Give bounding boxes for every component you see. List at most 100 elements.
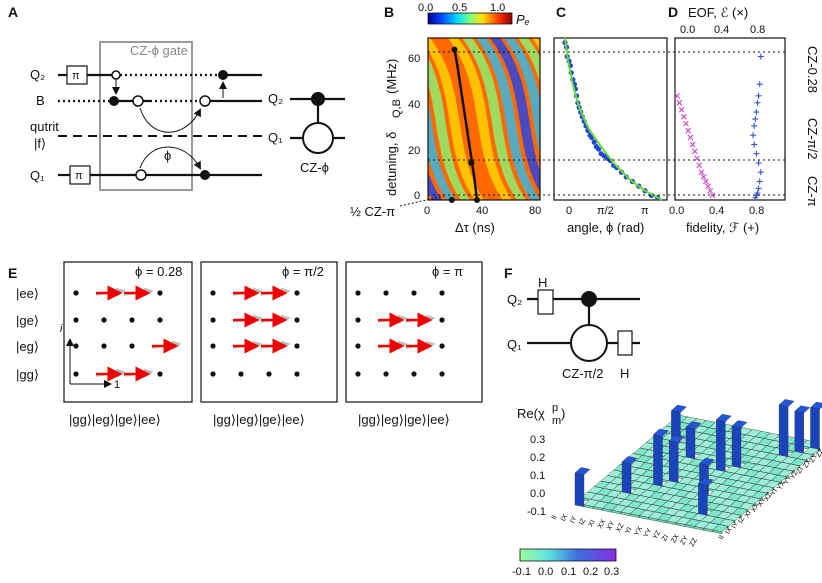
f-cbtick-0: -0.1 [512, 566, 531, 578]
b-marker-0 [451, 46, 458, 53]
f-basis-bottom-12: ZI [661, 534, 670, 543]
cb-tick-0: 0.0 [418, 2, 433, 14]
b-annotation: ½ CZ-π [350, 204, 395, 219]
d-eof-x [689, 141, 696, 148]
e-dot [73, 290, 79, 296]
e-col-0: |gg⟩|eg⟩|ge⟩|ee⟩ [69, 412, 161, 427]
c-point [591, 139, 597, 145]
cz-symbol-label: CZ-ϕ [300, 160, 329, 175]
f-basis-right-5: XX [750, 502, 761, 514]
cz-gate-title: CZ-ϕ gate [130, 43, 188, 58]
panel-letter-b: B [384, 4, 394, 20]
f-h-gate-bottom [617, 330, 633, 356]
f-basis-bottom-2: IY [569, 515, 579, 525]
f-q1: Q₁ [507, 337, 522, 352]
f-basis-bottom-14: ZY [679, 535, 690, 547]
e-row-1: |ge⟩ [16, 313, 39, 328]
d-fidelity-plus [754, 99, 761, 106]
f-basis-bottom-13: ZX [670, 533, 681, 545]
e-dot [157, 317, 163, 323]
d-eof-x [676, 99, 683, 106]
e-dot [101, 343, 107, 349]
d-eof-x [683, 120, 689, 127]
label-q2: Q₂ [30, 67, 45, 82]
label-q1: Q₁ [30, 168, 45, 183]
e-dot [439, 371, 445, 377]
colorbar-b [427, 12, 513, 25]
e-dot [439, 290, 445, 296]
f-basis-right-0: II [718, 534, 726, 541]
f-basis-right-11: YZ [789, 469, 800, 481]
d-fidelity-plus [752, 194, 759, 201]
f-zlabel-sub: m [552, 415, 561, 427]
d-fidelity-plus [750, 132, 757, 139]
e-axis-i: i [60, 323, 63, 335]
f-cbtick-3: 0.2 [583, 566, 598, 578]
f-basis-bottom-8: YI [624, 526, 633, 535]
f-basis-right-3: IZ [737, 515, 747, 525]
f-basis-bottom-11: YZ [652, 529, 663, 541]
panel-letter-e: E [8, 265, 17, 281]
b-ylabel-sub: Q,B [391, 99, 403, 118]
f-basis-right-10: YY [783, 474, 794, 486]
d-eof-x [702, 178, 709, 185]
f-basis-bottom-6: XY [606, 520, 617, 532]
d-eof-x [698, 169, 705, 176]
f-ztick-1: 0.2 [530, 452, 545, 464]
d-eof-x [705, 183, 711, 190]
d-xtick-0: 0.0 [669, 205, 684, 217]
f-ztick-2: 0.1 [530, 470, 545, 482]
pi-label-q2: π [72, 70, 80, 82]
f-control-dot [581, 291, 597, 307]
e-dot [73, 371, 79, 377]
label-b: B [36, 93, 45, 108]
panel-f: F H Q₂ Q₁ CZ-π/2 H Re(χ p m ) 0.3 0.2 0.… [504, 265, 822, 578]
e-dot [294, 317, 300, 323]
d-fidelity-plus [755, 159, 762, 166]
e-dot [129, 317, 135, 323]
d-fidelity-plus [752, 116, 759, 122]
svg-text:): ) [561, 406, 565, 421]
e-axis-1: 1 [114, 379, 120, 391]
e-dot [73, 343, 79, 349]
d-xlabel: fidelity, ℱ (+) [686, 220, 759, 235]
f-h-top: H [538, 275, 547, 290]
b-marker-1 [468, 159, 475, 166]
d-toptick-1: 0.4 [714, 24, 729, 36]
label-f-state: |f⟩ [34, 136, 46, 151]
f-ztick-3: 0.0 [530, 488, 545, 500]
f-basis-bottom-1: IX [560, 513, 570, 523]
e-dot [210, 317, 216, 323]
b-ylabel: detuning, δ [384, 132, 399, 196]
f-basis-bottom-5: XX [597, 518, 608, 530]
c-xtick-1: π/2 [597, 205, 614, 217]
c-point [595, 146, 602, 152]
f-basis-right-2: IY [731, 520, 741, 530]
b-xlabel: Δτ (ns) [455, 220, 495, 235]
e-dot [355, 371, 361, 377]
panel-a: A CZ-ϕ gate Q₂ B qutrit |f⟩ Q₁ π π [8, 4, 345, 191]
d-fidelity-plus [757, 169, 764, 176]
e-dot [210, 343, 216, 349]
d-fidelity-plus [756, 178, 763, 185]
d-fidelity-plus [755, 185, 762, 192]
e-col-1: |gg⟩|eg⟩|ge⟩|ee⟩ [213, 412, 305, 427]
cz-gate-box [99, 41, 193, 191]
label-qutrit: qutrit [30, 119, 59, 134]
cz-target-circle [302, 122, 334, 154]
f-basis-right-15: ZZ [815, 447, 822, 459]
d-right-0: CZ-0.28 [805, 46, 820, 93]
e-dot [210, 371, 216, 377]
d-fidelity-plus [756, 81, 763, 88]
d-fidelity-plus [751, 141, 758, 148]
f-cbtick-1: 0.0 [538, 566, 553, 578]
f-basis-right-8: YI [770, 488, 779, 497]
e-title-0: ϕ = 0.28 [135, 264, 182, 279]
d-right-1: CZ-π/2 [805, 118, 820, 159]
e-row-2: |eg⟩ [16, 339, 39, 354]
f-q2: Q₂ [507, 292, 522, 307]
f-basis-bottom-7: XZ [615, 522, 626, 534]
e-title-2: ϕ = π [432, 264, 463, 279]
b-xtick-2: 80 [529, 205, 541, 217]
c-xtick-0: 0 [566, 205, 572, 217]
